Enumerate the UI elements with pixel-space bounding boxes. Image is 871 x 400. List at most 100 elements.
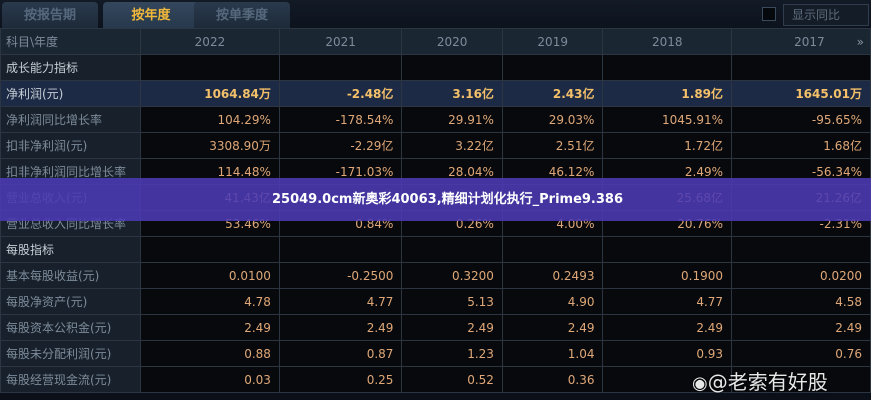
- cell-2022: 0.88: [140, 340, 280, 367]
- cell-2022: 1064.84万: [140, 80, 280, 107]
- cell-2019: 2.51亿: [501, 132, 604, 159]
- table-row[interactable]: 净利润(元) 1064.84万 -2.48亿 3.16亿 2.43亿 1.89亿 1645.…: [0, 80, 871, 107]
- table-row[interactable]: 每股净资产(元) 4.78 4.77 5.13 4.90 4.77 4.58: [0, 288, 871, 315]
- table-row[interactable]: 成长能力指标: [0, 54, 871, 81]
- cell-2022: 3308.90万: [140, 132, 280, 159]
- table-row[interactable]: 每股未分配利润(元) 0.88 0.87 1.23 1.04 0.93 0.76: [0, 340, 871, 367]
- cell-2021: -2.29亿: [278, 132, 403, 159]
- table-row[interactable]: 每股资本公积金(元) 2.49 2.49 2.49 2.49 2.49 2.49: [0, 314, 871, 341]
- cell-2018: 0.1900: [602, 262, 733, 289]
- cell-2020: 5.13: [401, 288, 503, 315]
- cell-2018: 4.77: [602, 288, 733, 315]
- row-label: 每股净资产(元): [0, 288, 141, 315]
- next-page-icon[interactable]: »: [856, 34, 864, 49]
- overlay-banner: 25049.0cm新奥彩40063,精细计划化执行_Prime9.386: [0, 178, 871, 221]
- table-row[interactable]: 基本每股收益(元) 0.0100 -0.2500 0.3200 0.2493 0.1900…: [0, 262, 871, 289]
- cell-2018: 0.93: [602, 340, 733, 367]
- cell-2022: [140, 54, 280, 81]
- tab-by-quarter[interactable]: 按单季度: [194, 2, 290, 29]
- cell-2022: 4.78: [140, 288, 280, 315]
- table-row[interactable]: 净利润同比增长率 104.29% -178.54% 29.91% 29.03% 1045.…: [0, 106, 871, 133]
- cell-2019: 4.90: [501, 288, 604, 315]
- cell-2019: [501, 236, 604, 263]
- cell-2020: [401, 54, 503, 81]
- cell-2019: 1.04: [501, 340, 604, 367]
- table-row[interactable]: 每股经营现金流(元) 0.03 0.25 0.52 0.36: [0, 366, 871, 393]
- cell-2021: 0.87: [278, 340, 403, 367]
- cell-2017: [731, 236, 871, 263]
- show-yoy-checkbox[interactable]: [762, 7, 776, 21]
- row-label: 扣非净利润(元): [0, 132, 141, 159]
- cell-2020: 0.3200: [401, 262, 503, 289]
- table-header: 科目\年度 2022 2021 2020 2019 2018 2017 »: [0, 28, 871, 55]
- cell-2018: 1045.91%: [602, 106, 733, 133]
- cell-2021: [278, 54, 403, 81]
- row-label: 成长能力指标: [0, 54, 141, 81]
- row-label: 每股资本公积金(元): [0, 314, 141, 341]
- cell-2017: [731, 366, 871, 393]
- cell-2019: 0.36: [501, 366, 604, 393]
- cell-2020: 0.52: [401, 366, 503, 393]
- cell-2021: 0.25: [278, 366, 403, 393]
- weibo-watermark: ◉@老索有好股: [692, 366, 828, 395]
- cell-2019: [501, 54, 604, 81]
- cell-2017: 0.0200: [731, 262, 871, 289]
- show-yoy-button[interactable]: 显示同比: [783, 4, 869, 26]
- row-label: 净利润(元): [0, 80, 141, 107]
- cell-2022: 0.0100: [140, 262, 280, 289]
- cell-2017: 2.49: [731, 314, 871, 341]
- cell-2019: 2.49: [501, 314, 604, 341]
- year-2017[interactable]: 2017 »: [731, 28, 871, 55]
- year-2021[interactable]: 2021: [278, 28, 403, 55]
- cell-2018: [602, 366, 733, 393]
- cell-2017: -95.65%: [731, 106, 871, 133]
- row-label: 每股经营现金流(元): [0, 366, 141, 393]
- row-label: 每股指标: [0, 236, 141, 263]
- row-label: 每股未分配利润(元): [0, 340, 141, 367]
- cell-2018: [602, 54, 733, 81]
- watermark-text: @老索有好股: [707, 370, 828, 394]
- cell-2018: [602, 236, 733, 263]
- year-2019[interactable]: 2019: [501, 28, 604, 55]
- year-2020[interactable]: 2020: [401, 28, 503, 55]
- tab-by-report-period[interactable]: 按报告期: [2, 2, 98, 29]
- cell-2019: 29.03%: [501, 106, 604, 133]
- cell-2021: -2.48亿: [278, 80, 403, 107]
- cell-2021: [278, 236, 403, 263]
- cell-2018: 1.89亿: [602, 80, 733, 107]
- cell-2022: 104.29%: [140, 106, 280, 133]
- row-label: 基本每股收益(元): [0, 262, 141, 289]
- header-label: 科目\年度: [0, 28, 141, 55]
- cell-2020: 1.23: [401, 340, 503, 367]
- cell-2017: 1645.01万: [731, 80, 871, 107]
- cell-2022: [140, 236, 280, 263]
- cell-2017: 4.58: [731, 288, 871, 315]
- row-label: 净利润同比增长率: [0, 106, 141, 133]
- cell-2021: -178.54%: [278, 106, 403, 133]
- table-row[interactable]: 扣非净利润(元) 3308.90万 -2.29亿 3.22亿 2.51亿 1.72亿 1.6…: [0, 132, 871, 159]
- top-bar: 按报告期 按年度 按单季度 显示同比: [0, 0, 871, 29]
- table-row[interactable]: 每股指标: [0, 236, 871, 263]
- cell-2021: 4.77: [278, 288, 403, 315]
- year-2018[interactable]: 2018: [602, 28, 733, 55]
- cell-2022: 0.03: [140, 366, 280, 393]
- cell-2017: 0.76: [731, 340, 871, 367]
- cell-2017: [731, 54, 871, 81]
- cell-2017: 1.68亿: [731, 132, 871, 159]
- cell-2020: [401, 236, 503, 263]
- cell-2020: 3.16亿: [401, 80, 503, 107]
- cell-2020: 2.49: [401, 314, 503, 341]
- cell-2019: 2.43亿: [501, 80, 604, 107]
- cell-2018: 2.49: [602, 314, 733, 341]
- cell-2018: 1.72亿: [602, 132, 733, 159]
- year-2022[interactable]: 2022: [140, 28, 280, 55]
- cell-2021: -0.2500: [278, 262, 403, 289]
- tab-by-year[interactable]: 按年度: [103, 2, 199, 29]
- cell-2020: 3.22亿: [401, 132, 503, 159]
- cell-2022: 2.49: [140, 314, 280, 341]
- year-2017-label: 2017: [794, 34, 825, 49]
- cell-2020: 29.91%: [401, 106, 503, 133]
- cell-2019: 0.2493: [501, 262, 604, 289]
- weibo-icon: ◉: [692, 373, 708, 394]
- cell-2021: 2.49: [278, 314, 403, 341]
